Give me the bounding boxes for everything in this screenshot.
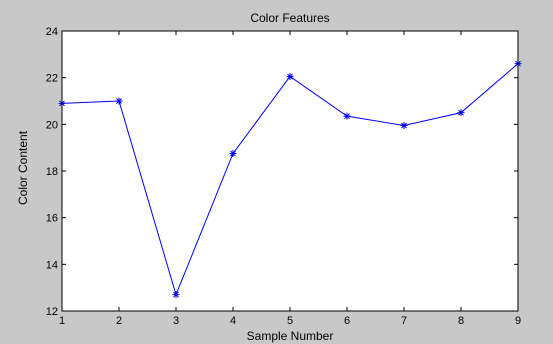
axes-frame — [61, 30, 519, 312]
y-tick-label: 24 — [46, 26, 58, 38]
data-point-marker — [172, 291, 180, 299]
data-point-marker — [229, 150, 237, 157]
y-tick-label: 20 — [46, 119, 58, 131]
y-tick-label: 22 — [46, 73, 58, 85]
x-tick-label: 7 — [401, 315, 407, 327]
chart-title: Color Features — [250, 11, 329, 25]
x-tick-label: 2 — [116, 315, 122, 327]
y-tick-label: 16 — [46, 213, 58, 225]
y-tick-label: 12 — [46, 306, 58, 318]
data-point-marker — [457, 109, 465, 117]
x-tick-label: 9 — [515, 315, 521, 327]
y-tick-label: 14 — [46, 259, 58, 271]
data-point-marker — [286, 73, 294, 80]
x-axis-label: Sample Number — [247, 329, 334, 343]
data-point-marker — [343, 112, 351, 120]
y-tick-label: 18 — [46, 166, 58, 178]
x-tick-label: 5 — [287, 315, 293, 327]
x-tick-label: 1 — [59, 315, 65, 327]
x-tick-label: 6 — [344, 315, 350, 327]
x-tick-label: 3 — [173, 315, 179, 327]
x-tick-label: 8 — [458, 315, 464, 327]
data-point-marker — [115, 97, 123, 105]
y-axis-label: Color Content — [16, 130, 30, 205]
x-tick-label: 4 — [230, 315, 236, 327]
data-point-marker — [400, 122, 408, 129]
